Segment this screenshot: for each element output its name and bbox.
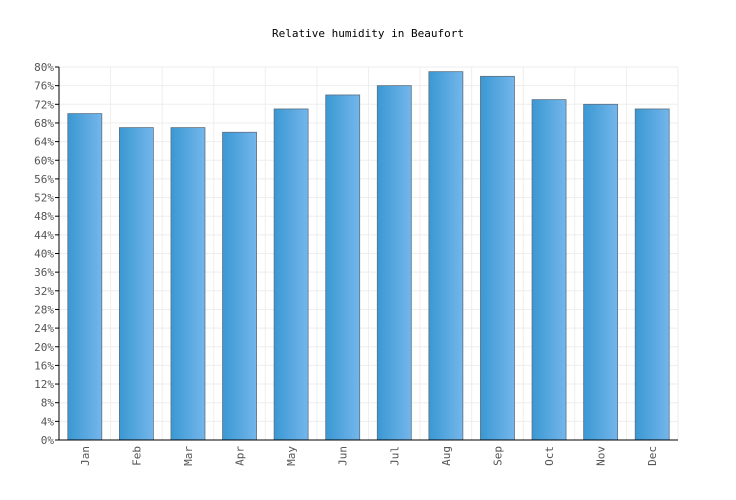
y-tick-label: 60% <box>34 154 54 167</box>
y-tick-label: 80% <box>34 61 54 74</box>
y-tick-label: 12% <box>34 378 54 391</box>
bar-sep <box>480 75 515 441</box>
bar-jul <box>376 85 412 441</box>
x-tick-label: Jun <box>337 446 350 466</box>
bar-mar <box>170 127 206 441</box>
y-tick-label: 32% <box>34 285 54 298</box>
x-tick-label: Oct <box>543 446 556 466</box>
y-tick-label: 4% <box>41 415 55 428</box>
y-tick-label: 76% <box>34 80 54 93</box>
x-tick-labels: Jan Feb Mar Apr May Jun Jul Aug Sep Oct Nov Dec <box>79 446 659 466</box>
y-tick-label: 44% <box>34 229 54 242</box>
y-tick-label: 52% <box>34 192 54 205</box>
bar-jun <box>325 94 361 441</box>
y-tick-label: 56% <box>34 173 54 186</box>
x-tick-label: Dec <box>646 446 659 466</box>
y-tick-label: 36% <box>34 266 54 279</box>
x-tick-label: Jul <box>388 446 401 466</box>
bar-dec <box>634 108 670 441</box>
x-tick-label: May <box>285 446 298 466</box>
y-tick-label: 8% <box>41 397 55 410</box>
x-tick-label: Jan <box>79 446 92 466</box>
bar-may <box>273 108 309 441</box>
y-tick-label: 64% <box>34 136 54 149</box>
y-tick-label: 68% <box>34 117 54 130</box>
bar-oct <box>531 99 567 441</box>
chart-title: Relative humidity in Beaufort <box>271 27 465 40</box>
bar-jan <box>67 113 103 441</box>
bar-aug <box>428 71 464 441</box>
y-tick-label: 40% <box>34 248 54 261</box>
x-tick-label: Apr <box>234 446 247 466</box>
y-tick-label: 72% <box>34 98 54 111</box>
y-tick-label: 16% <box>34 359 54 372</box>
x-tick-label: Aug <box>440 446 453 466</box>
y-tick-label: 28% <box>34 303 54 316</box>
x-tick-label: Sep <box>491 446 504 466</box>
bar-nov <box>583 103 619 441</box>
y-tick-labels: 0% 4% 8% 12% 16% 20% 24% 28% 32% 36% 40% 44% 48% 52% 5… <box>34 61 59 447</box>
y-tick-label: 24% <box>34 322 54 335</box>
x-tick-label: Feb <box>130 446 143 466</box>
y-tick-label: 0% <box>41 434 55 447</box>
y-tick-label: 20% <box>34 341 54 354</box>
bar-feb <box>118 127 154 441</box>
bar-apr <box>222 131 257 441</box>
x-tick-label: Nov <box>595 446 608 466</box>
bars <box>67 71 670 441</box>
y-tick-label: 48% <box>34 210 54 223</box>
x-tick-label: Mar <box>182 446 195 466</box>
